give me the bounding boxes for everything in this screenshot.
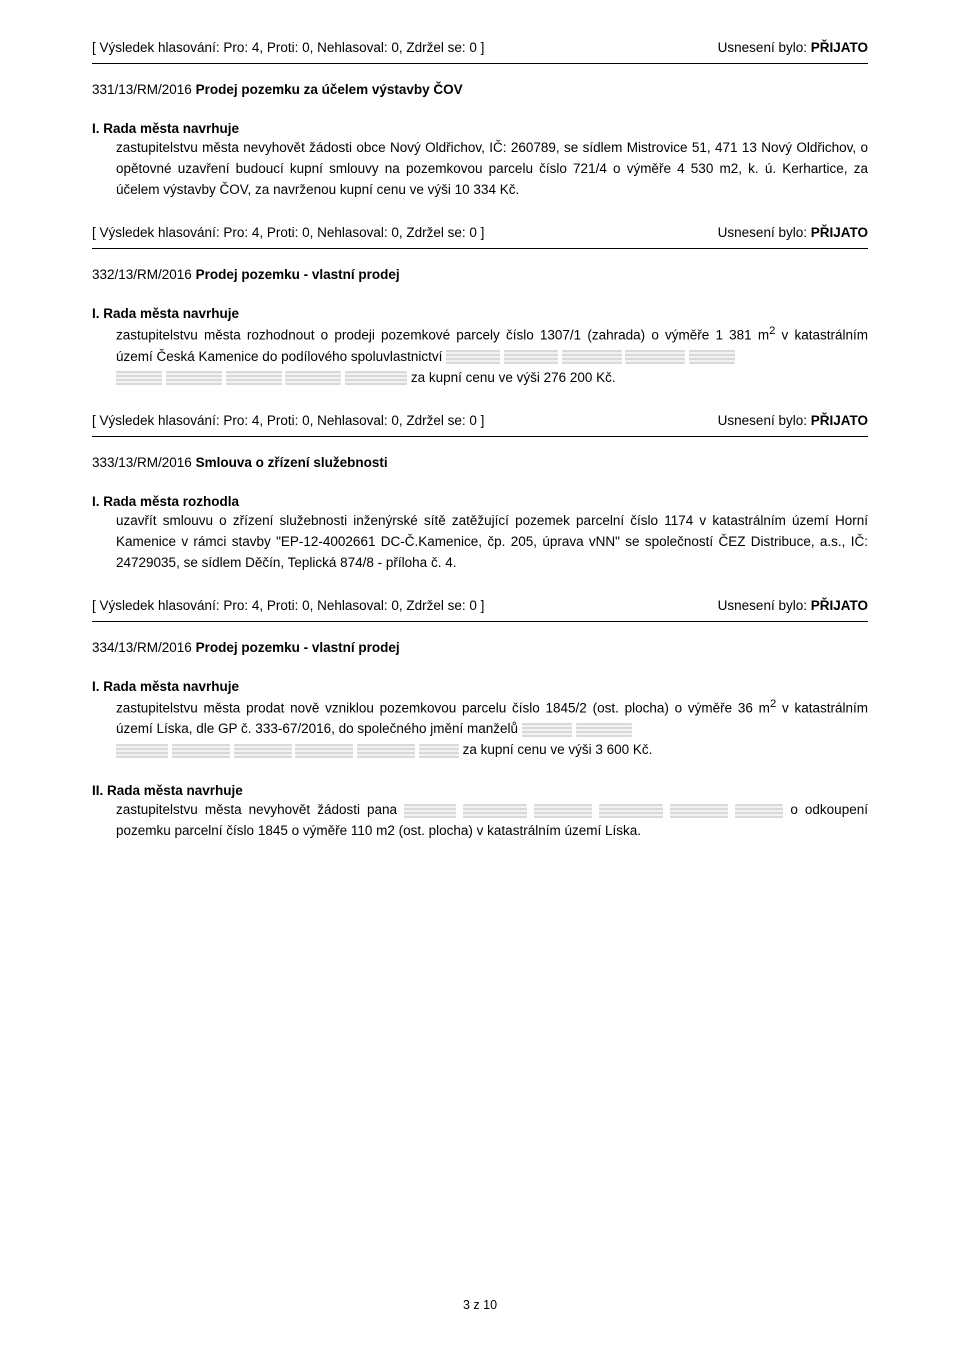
- vote-result-row: [ Výsledek hlasování: Pro: 4, Proti: 0, …: [92, 223, 868, 243]
- vote-result-row: [ Výsledek hlasování: Pro: 4, Proti: 0, …: [92, 411, 868, 431]
- divider: [92, 621, 868, 622]
- section-lead: I. Rada města navrhuje: [92, 679, 868, 694]
- vote-result-status: Usnesení bylo: PŘIJATO: [718, 38, 868, 58]
- vote-result-row: [ Výsledek hlasování: Pro: 4, Proti: 0, …: [92, 38, 868, 58]
- section-334: 334/13/RM/2016 Prodej pozemku - vlastní …: [92, 640, 868, 842]
- section-lead: I. Rada města navrhuje: [92, 121, 868, 136]
- section-paragraph: zastupitelstvu města rozhodnout o prodej…: [92, 323, 868, 388]
- page: [ Výsledek hlasování: Pro: 4, Proti: 0, …: [0, 0, 960, 1350]
- section-heading: 332/13/RM/2016 Prodej pozemku - vlastní …: [92, 267, 868, 282]
- section-lead: I. Rada města navrhuje: [92, 306, 868, 321]
- section-paragraph: zastupitelstvu města nevyhovět žádosti o…: [92, 138, 868, 201]
- divider: [92, 63, 868, 64]
- section-heading: 331/13/RM/2016 Prodej pozemku za účelem …: [92, 82, 868, 97]
- section-paragraph: zastupitelstvu města prodat nově vzniklo…: [92, 696, 868, 761]
- vote-result-status: Usnesení bylo: PŘIJATO: [718, 411, 868, 431]
- section-heading: 334/13/RM/2016 Prodej pozemku - vlastní …: [92, 640, 868, 655]
- vote-result-text: [ Výsledek hlasování: Pro: 4, Proti: 0, …: [92, 411, 484, 431]
- section-lead: I. Rada města rozhodla: [92, 494, 868, 509]
- section-paragraph: uzavřít smlouvu o zřízení služebnosti in…: [92, 511, 868, 574]
- section-paragraph-2: zastupitelstvu města nevyhovět žádosti p…: [92, 800, 868, 842]
- section-333: 333/13/RM/2016 Smlouva o zřízení služebn…: [92, 455, 868, 574]
- divider: [92, 436, 868, 437]
- section-heading: 333/13/RM/2016 Smlouva o zřízení služebn…: [92, 455, 868, 470]
- section-332: 332/13/RM/2016 Prodej pozemku - vlastní …: [92, 267, 868, 388]
- section-331: 331/13/RM/2016 Prodej pozemku za účelem …: [92, 82, 868, 201]
- page-footer: 3 z 10: [0, 1298, 960, 1312]
- vote-result-text: [ Výsledek hlasování: Pro: 4, Proti: 0, …: [92, 223, 484, 243]
- vote-result-status: Usnesení bylo: PŘIJATO: [718, 596, 868, 616]
- vote-result-text: [ Výsledek hlasování: Pro: 4, Proti: 0, …: [92, 38, 484, 58]
- vote-result-text: [ Výsledek hlasování: Pro: 4, Proti: 0, …: [92, 596, 484, 616]
- divider: [92, 248, 868, 249]
- section-lead-2: II. Rada města navrhuje: [92, 783, 868, 798]
- vote-result-status: Usnesení bylo: PŘIJATO: [718, 223, 868, 243]
- vote-result-row: [ Výsledek hlasování: Pro: 4, Proti: 0, …: [92, 596, 868, 616]
